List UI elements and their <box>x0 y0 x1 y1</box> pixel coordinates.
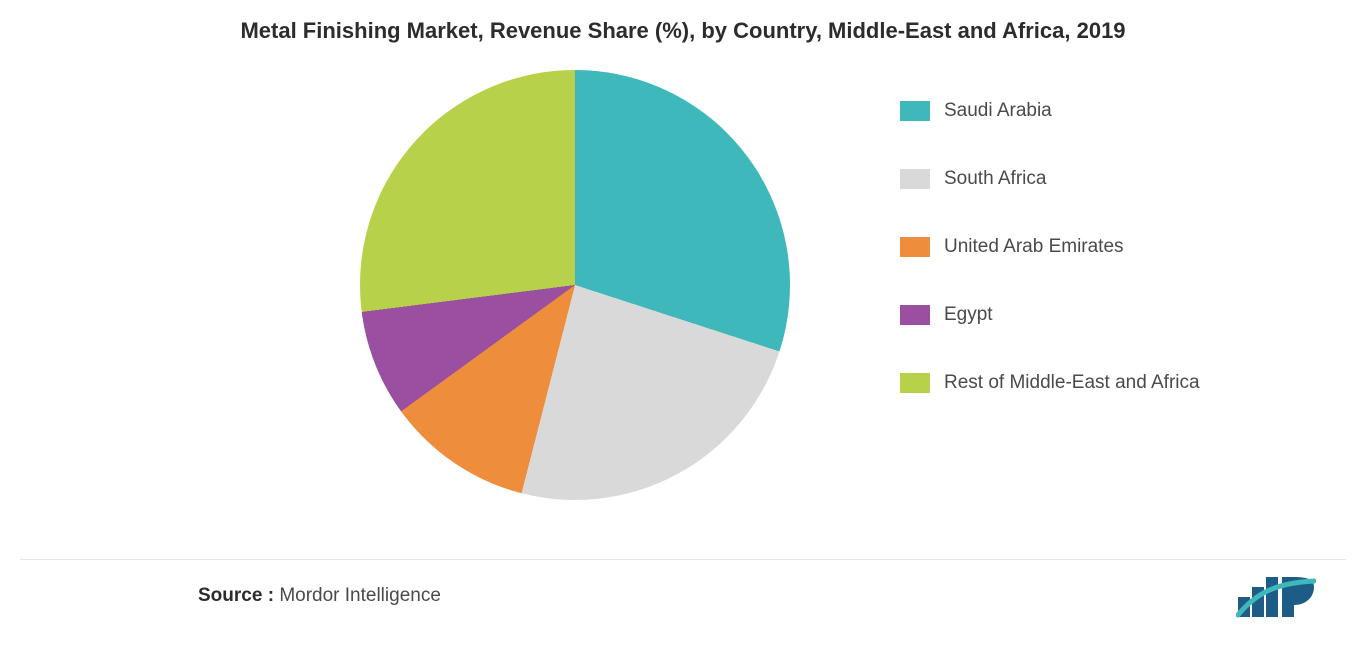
source-value: Mordor Intelligence <box>279 585 441 606</box>
brand-logo <box>1236 575 1316 625</box>
logo-icon <box>1236 575 1316 620</box>
legend-swatch <box>900 305 930 325</box>
legend-label: Rest of Middle-East and Africa <box>944 372 1200 394</box>
legend-item: Egypt <box>900 304 1200 326</box>
chart-area: Saudi Arabia South Africa United Arab Emir… <box>0 60 1366 540</box>
pie-chart <box>360 70 790 500</box>
legend-item: Rest of Middle-East and Africa <box>900 372 1200 394</box>
legend-item: South Africa <box>900 168 1200 190</box>
legend-label: South Africa <box>944 168 1046 190</box>
legend-label: United Arab Emirates <box>944 236 1124 258</box>
legend-item: Saudi Arabia <box>900 100 1200 122</box>
legend: Saudi Arabia South Africa United Arab Emir… <box>900 100 1200 394</box>
divider <box>20 559 1346 560</box>
legend-swatch <box>900 373 930 393</box>
source-label: Source : <box>198 585 274 606</box>
source-line: Source : Mordor Intelligence <box>198 585 441 607</box>
legend-label: Saudi Arabia <box>944 100 1052 122</box>
legend-swatch <box>900 237 930 257</box>
legend-swatch <box>900 169 930 189</box>
legend-swatch <box>900 101 930 121</box>
chart-title: Metal Finishing Market, Revenue Share (%… <box>0 0 1366 44</box>
legend-item: United Arab Emirates <box>900 236 1200 258</box>
legend-label: Egypt <box>944 304 993 326</box>
